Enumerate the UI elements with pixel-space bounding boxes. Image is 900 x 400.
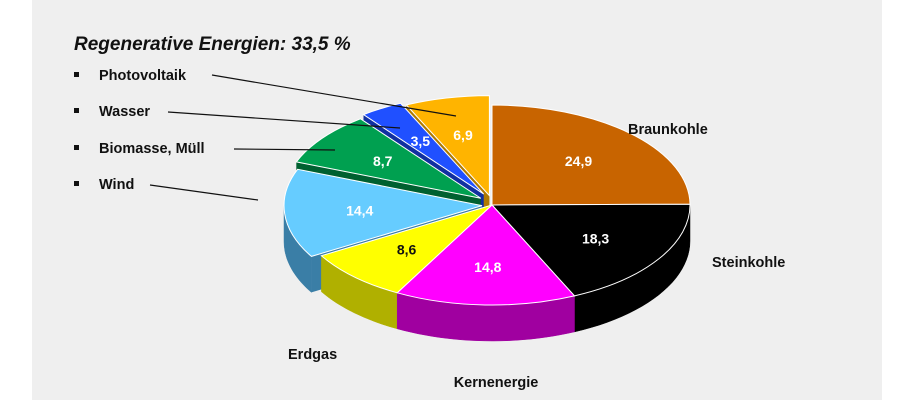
slice-biomasse-m-ll: [295, 118, 482, 199]
legend-label-photovoltaik: Photovoltaik: [99, 68, 187, 84]
legend-label-wasser: Wasser: [99, 104, 151, 120]
category-label: Braunkohle: [628, 122, 708, 138]
legend-bullet: [74, 71, 79, 77]
legend-label-biomasse: Biomasse, Müll: [99, 141, 205, 157]
slice-steinkohle: [490, 203, 691, 297]
slice-wind: [283, 168, 483, 257]
slice-kernenergie: [396, 204, 576, 306]
legend-bullet: [74, 107, 79, 113]
legend-bullet: [74, 144, 79, 150]
chart-title: Regenerative Energien: 33,5 %: [74, 34, 351, 55]
category-label: Steinkohle: [712, 255, 785, 271]
value-label: 8,6: [397, 242, 417, 258]
slice-erdgas: [320, 204, 493, 294]
legend-bullet: [74, 180, 79, 186]
slice-braunkohle: [491, 104, 691, 206]
leader-line: [233, 148, 336, 151]
category-label: Kernenergie: [454, 375, 539, 391]
legend-item-wind: Wind: [74, 177, 134, 193]
leader-line: [167, 111, 401, 129]
value-label: 3,5: [411, 133, 431, 149]
value-label: 24,9: [565, 153, 592, 169]
leader-line: [211, 74, 457, 117]
value-label: 14,8: [474, 259, 501, 275]
legend-label-wind: Wind: [99, 177, 135, 193]
leader-line: [149, 184, 259, 201]
value-label: 6,9: [453, 127, 473, 143]
slice-wasser: [362, 102, 485, 195]
legend-item-photovoltaik: Photovoltaik: [74, 68, 186, 84]
value-label: 14,4: [346, 203, 373, 219]
slice-photovoltaik: [405, 95, 490, 197]
legend-item-biomasse: Biomasse, Müll: [74, 141, 205, 157]
value-label: 18,3: [582, 230, 609, 246]
value-label: 8,7: [373, 153, 393, 169]
legend-item-wasser: Wasser: [74, 104, 150, 120]
category-label: Erdgas: [288, 347, 337, 363]
